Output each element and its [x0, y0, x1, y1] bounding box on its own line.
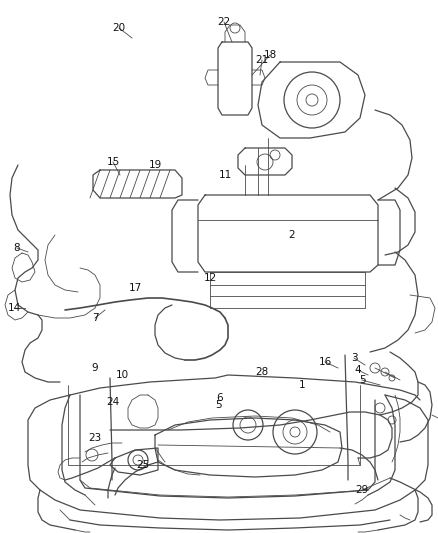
- Text: 1: 1: [299, 380, 305, 390]
- Text: 9: 9: [92, 363, 98, 373]
- Text: 22: 22: [217, 17, 231, 27]
- Text: 7: 7: [92, 313, 98, 323]
- Text: 28: 28: [255, 367, 268, 377]
- Text: 8: 8: [14, 243, 20, 253]
- Text: 10: 10: [116, 370, 129, 380]
- Text: 2: 2: [289, 230, 295, 240]
- Text: 18: 18: [263, 50, 277, 60]
- Text: 24: 24: [106, 397, 120, 407]
- Text: 17: 17: [128, 283, 141, 293]
- Text: 12: 12: [203, 273, 217, 283]
- Text: 21: 21: [255, 55, 268, 65]
- Text: 25: 25: [136, 460, 150, 470]
- Text: 6: 6: [217, 393, 223, 403]
- Text: 29: 29: [355, 485, 369, 495]
- Text: 14: 14: [7, 303, 21, 313]
- Text: 20: 20: [113, 23, 126, 33]
- Text: 23: 23: [88, 433, 102, 443]
- Text: 5: 5: [215, 400, 221, 410]
- Text: 5: 5: [359, 375, 365, 385]
- Text: 4: 4: [355, 365, 361, 375]
- Text: 3: 3: [351, 353, 357, 363]
- Text: 15: 15: [106, 157, 120, 167]
- Text: 11: 11: [219, 170, 232, 180]
- Text: 16: 16: [318, 357, 332, 367]
- Text: 19: 19: [148, 160, 162, 170]
